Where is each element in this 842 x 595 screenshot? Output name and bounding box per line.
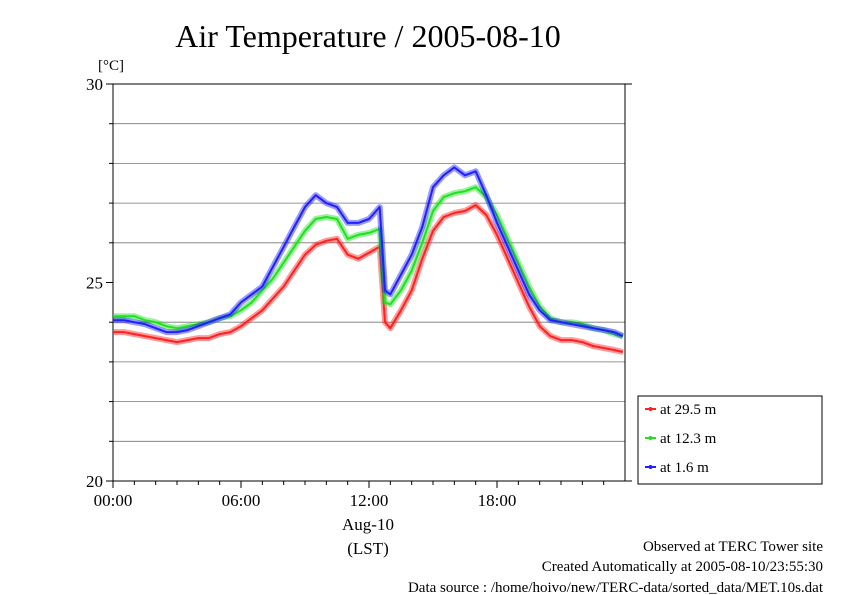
footer-created: Created Automatically at 2005-08-10/23:5… bbox=[542, 559, 823, 575]
x-tick-label: 06:00 bbox=[222, 491, 261, 510]
legend-marker bbox=[648, 465, 653, 469]
x-axis-label: (LST) bbox=[347, 539, 389, 558]
series-line-2 bbox=[113, 166, 624, 338]
footer-source: Data source : /home/hoivo/new/TERC-data/… bbox=[408, 580, 824, 595]
x-tick-label: 00:00 bbox=[94, 491, 133, 510]
plot-frame bbox=[112, 83, 626, 482]
footer-site: Observed at TERC Tower site bbox=[643, 539, 823, 555]
legend-label: at 1.6 m bbox=[660, 460, 709, 476]
y-tick-label: 20 bbox=[86, 472, 103, 491]
y-tick-label: 30 bbox=[86, 75, 103, 94]
x-tick-label: 12:00 bbox=[350, 491, 389, 510]
y-tick-label: 25 bbox=[86, 274, 103, 293]
legend-box bbox=[637, 395, 823, 485]
legend-marker bbox=[648, 407, 653, 411]
series-line-0 bbox=[113, 204, 624, 353]
x-tick-label: 18:00 bbox=[478, 491, 517, 510]
chart-title: Air Temperature / 2005-08-10 bbox=[175, 18, 561, 54]
footer-info: Observed at TERC Tower site Created Auto… bbox=[408, 539, 824, 595]
y-axis-unit-label: [°C] bbox=[98, 58, 124, 74]
legend: at 29.5 m at 12.3 m at 1.6 m bbox=[637, 395, 823, 485]
series-line-1 bbox=[113, 186, 624, 338]
series-layer bbox=[113, 164, 625, 355]
legend-label: at 29.5 m bbox=[660, 402, 717, 418]
x-date-label: Aug-10 bbox=[342, 515, 394, 534]
grid-lines bbox=[113, 123, 625, 442]
legend-label: at 12.3 m bbox=[660, 431, 717, 447]
legend-marker bbox=[648, 436, 653, 440]
